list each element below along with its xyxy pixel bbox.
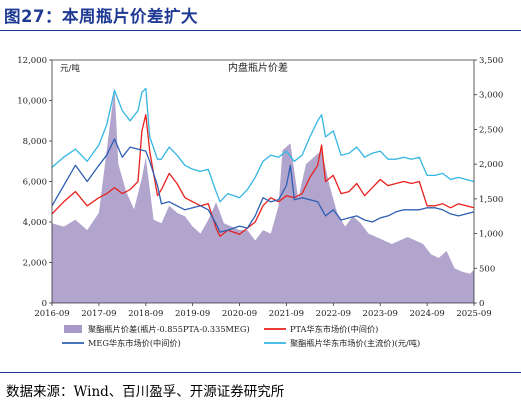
y-right-tick-label: 2,500 [479, 125, 503, 135]
series-line-2 [51, 138, 475, 233]
x-tick-label: 2021-09 [269, 309, 304, 319]
line-series-layer [51, 87, 475, 237]
legend-label-3: 聚酯瓶片华东市场价(主流价)(元/吨) [290, 338, 420, 348]
y-left-tick-label: 6,000 [23, 178, 47, 188]
series-area-spread [52, 87, 474, 303]
y-right-tick-label: 3,500 [479, 56, 503, 66]
chart: 0 2,000 4,000 6,000 8,000 10,000 12,000 0 500 1,0… [17, 56, 503, 348]
x-tick-label: 2023-09 [363, 309, 398, 319]
y-left-tick-label: 10,000 [17, 97, 47, 107]
series-line-3 [51, 87, 475, 203]
legend-label-0: 聚酯瓶片价差(瓶片-0.855PTA-0.335MEG) [88, 324, 250, 334]
y-right-tick-label: 0 [479, 299, 484, 309]
x-tick-label: 2020-09 [222, 309, 257, 319]
legend-label-1: PTA华东市场价(中间价) [290, 324, 378, 334]
y-right-tick-label: 3,000 [479, 91, 503, 101]
y-right-tick-label: 1,500 [479, 195, 503, 205]
x-tick-label: 2022-09 [316, 309, 351, 319]
area-series-layer [52, 87, 474, 303]
x-tick-label: 2024-09 [409, 309, 444, 319]
axis-tick-layer: 0 2,000 4,000 6,000 8,000 10,000 12,000 0 500 1,0… [17, 56, 503, 319]
legend: 聚酯瓶片价差(瓶片-0.855PTA-0.335MEG) PTA华东市场价(中间价… [62, 324, 420, 348]
x-tick-label: 2018-09 [128, 309, 163, 319]
x-tick-label: 2025-09 [456, 309, 491, 319]
x-tick-label: 2017-09 [81, 309, 116, 319]
legend-swatch-0 [64, 325, 82, 333]
y-left-tick-label: 2,000 [23, 259, 47, 269]
legend-label-2: MEG华东市场价(中间价) [88, 338, 181, 348]
source-note: 数据来源：Wind、百川盈孚、开源证券研究所 [6, 384, 285, 400]
y-right-tick-label: 2,000 [479, 160, 503, 170]
y-right-tick-label: 500 [479, 264, 495, 274]
x-tick-label: 2016-09 [34, 309, 69, 319]
y-right-tick-label: 1,000 [479, 230, 503, 240]
title-rule [0, 30, 521, 31]
y-left-tick-label: 12,000 [17, 56, 47, 66]
source-rule [0, 372, 521, 373]
y-left-tick-label: 0 [42, 299, 47, 309]
chart-title: 内盘瓶片价差 [228, 61, 288, 74]
series-line-1 [51, 114, 475, 237]
x-tick-label: 2019-09 [175, 309, 210, 319]
figure-title: 图27：本周瓶片价差扩大 [4, 7, 198, 26]
y-left-tick-label: 4,000 [23, 218, 47, 228]
y-axis-unit-label: 元/吨 [60, 63, 80, 74]
y-left-tick-label: 8,000 [23, 137, 47, 147]
